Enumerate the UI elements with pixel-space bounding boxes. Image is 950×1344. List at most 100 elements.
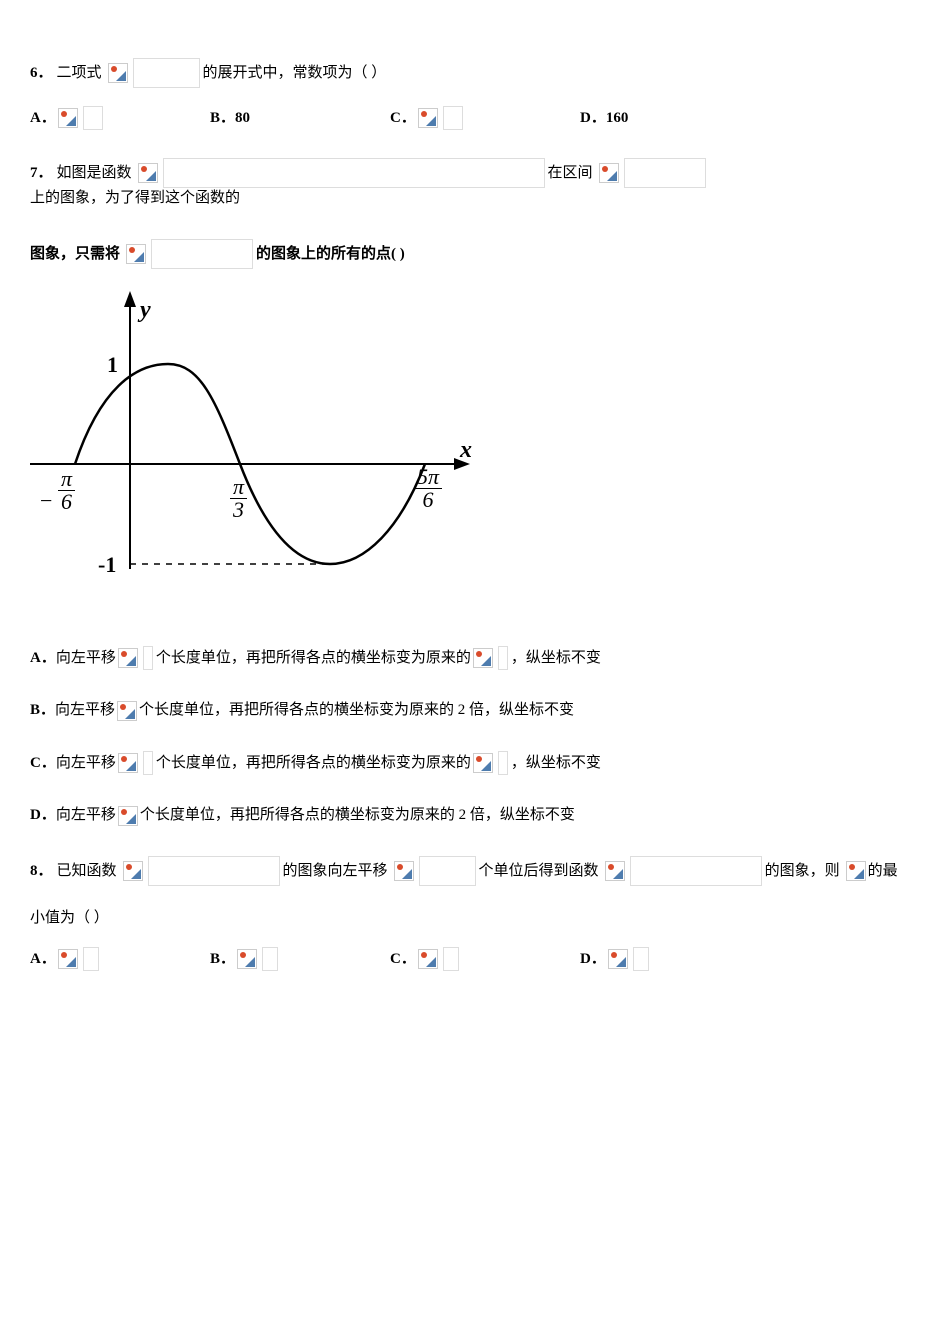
- broken-image-icon: [58, 949, 78, 969]
- y-tick-neg1: -1: [98, 552, 116, 577]
- broken-image-icon: [473, 648, 493, 668]
- opt-text-2: 个长度单位，再把所得各点的横坐标变为原来的: [156, 648, 471, 669]
- opt-text-2: 个长度单位，再把所得各点的横坐标变为原来的 2 倍，纵坐标不变: [140, 805, 575, 826]
- blank-box: [633, 947, 649, 971]
- xtick-1-den: 6: [58, 491, 75, 513]
- broken-image-icon: [126, 244, 146, 264]
- opt-text-1: 向左平移: [56, 648, 116, 669]
- q8-text-2: 的图象向左平移: [283, 861, 388, 882]
- broken-image-icon: [123, 861, 143, 881]
- blank-box: [443, 947, 459, 971]
- opt-text-1: 向左平移: [55, 700, 115, 721]
- y-tick-1: 1: [107, 352, 118, 377]
- blank-box: [443, 106, 463, 130]
- broken-image-icon: [118, 648, 138, 668]
- blank-box: [624, 158, 706, 188]
- option-label: A．: [30, 108, 56, 129]
- q7-graph: 1 -1 y x − π 6 π 3 5π 6: [30, 289, 920, 616]
- blank-box: [133, 58, 200, 88]
- option-label: A．: [30, 648, 56, 669]
- blank-box: [143, 646, 153, 670]
- q8-options: A． B． C． D．: [30, 947, 920, 971]
- opt-text-3: ，纵坐标不变: [511, 648, 601, 669]
- q8-stem-line2: 小值为（ ）: [30, 908, 920, 929]
- q8-option-d: D．: [580, 947, 750, 971]
- q6-option-b: B． 80: [210, 106, 380, 130]
- blank-box: [630, 856, 762, 886]
- opt-text-1: 向左平移: [56, 805, 116, 826]
- x-axis-label: x: [459, 437, 472, 463]
- q8-option-a: A．: [30, 947, 200, 971]
- broken-image-icon: [138, 163, 158, 183]
- broken-image-icon: [394, 861, 414, 881]
- q7-text-5: 的图象上的所有的点( ): [256, 244, 405, 265]
- q8-text-5: 的最: [868, 861, 898, 882]
- q7-text-3: 上的图象，为了得到这个函数的: [30, 188, 240, 209]
- y-axis-label: y: [137, 297, 151, 323]
- option-label: B．: [210, 949, 235, 970]
- q7-stem-line2: 图象，只需将 的图象上的所有的点( ): [30, 239, 920, 269]
- blank-box: [148, 856, 280, 886]
- blank-box: [262, 947, 278, 971]
- q8-option-b: B．: [210, 947, 380, 971]
- q8-number: 8．: [30, 861, 53, 882]
- broken-image-icon: [418, 949, 438, 969]
- xtick-2-num: π: [230, 476, 247, 499]
- option-label: D．: [580, 108, 606, 129]
- broken-image-icon: [599, 163, 619, 183]
- option-label: C．: [390, 949, 416, 970]
- opt-text-2: 个长度单位，再把所得各点的横坐标变为原来的 2 倍，纵坐标不变: [139, 700, 574, 721]
- blank-box: [419, 856, 476, 886]
- q7-option-b: B． 向左平移 个长度单位，再把所得各点的横坐标变为原来的 2 倍，纵坐标不变: [30, 700, 920, 721]
- opt-text-3: ，纵坐标不变: [511, 753, 601, 774]
- broken-image-icon: [118, 753, 138, 773]
- q8-option-c: C．: [390, 947, 570, 971]
- q6-text-2: 的展开式中，常数项为（ ）: [203, 63, 387, 84]
- sine-graph-svg: 1 -1 y x: [30, 289, 482, 609]
- option-label: D．: [580, 949, 606, 970]
- q8-text-6: 小值为（ ）: [30, 908, 109, 929]
- xtick-3-num: 5π: [414, 466, 442, 489]
- blank-box: [143, 751, 153, 775]
- option-label: B．: [210, 108, 235, 129]
- q6-option-d: D． 160: [580, 106, 750, 130]
- blank-box: [83, 106, 103, 130]
- q8-text-1: 已知函数: [57, 861, 117, 882]
- xtick-1-num: π: [58, 468, 75, 491]
- q8-text-4: 的图象，则: [765, 861, 840, 882]
- q7-number: 7．: [30, 163, 53, 184]
- blank-box: [151, 239, 253, 269]
- broken-image-icon: [58, 108, 78, 128]
- xtick-2-den: 3: [230, 499, 247, 521]
- opt-text-2: 个长度单位，再把所得各点的横坐标变为原来的: [156, 753, 471, 774]
- q8-text-3: 个单位后得到函数: [479, 861, 599, 882]
- q6-stem: 6． 二项式 的展开式中，常数项为（ ）: [30, 58, 920, 88]
- broken-image-icon: [118, 806, 138, 826]
- q6-text-1: 二项式: [57, 63, 102, 84]
- q7-option-d: D． 向左平移 个长度单位，再把所得各点的横坐标变为原来的 2 倍，纵坐标不变: [30, 805, 920, 826]
- blank-box: [163, 158, 545, 188]
- blank-box: [498, 646, 508, 670]
- broken-image-icon: [418, 108, 438, 128]
- blank-box: [498, 751, 508, 775]
- xtick-3-den: 6: [414, 489, 442, 511]
- broken-image-icon: [117, 701, 137, 721]
- option-label: D．: [30, 805, 56, 826]
- option-value: 80: [235, 108, 250, 129]
- broken-image-icon: [608, 949, 628, 969]
- broken-image-icon: [108, 63, 128, 83]
- option-label: A．: [30, 949, 56, 970]
- broken-image-icon: [605, 861, 625, 881]
- q6-number: 6．: [30, 63, 53, 84]
- q7-stem-line1: 7． 如图是函数 在区间 上的图象，为了得到这个函数的: [30, 158, 920, 209]
- q6-option-a: A．: [30, 106, 200, 130]
- q7-text-4: 图象，只需将: [30, 244, 120, 265]
- q7-option-a: A． 向左平移 个长度单位，再把所得各点的横坐标变为原来的 ，纵坐标不变: [30, 646, 920, 670]
- option-label: B．: [30, 700, 55, 721]
- opt-text-1: 向左平移: [56, 753, 116, 774]
- broken-image-icon: [473, 753, 493, 773]
- q7-option-c: C． 向左平移 个长度单位，再把所得各点的横坐标变为原来的 ，纵坐标不变: [30, 751, 920, 775]
- q7-text-1: 如图是函数: [57, 163, 132, 184]
- option-label: C．: [390, 108, 416, 129]
- option-label: C．: [30, 753, 56, 774]
